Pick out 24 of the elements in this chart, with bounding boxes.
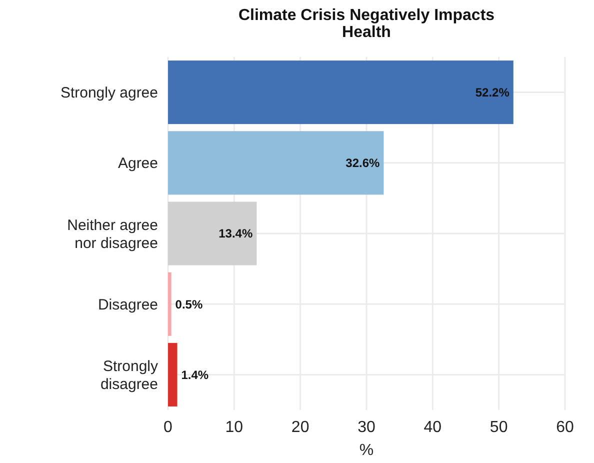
- data-label: 13.4%: [218, 226, 253, 241]
- bar: [168, 131, 384, 195]
- bar: [168, 272, 172, 336]
- y-tick-label: Agree: [118, 155, 158, 172]
- data-label: 1.4%: [181, 368, 209, 382]
- data-label: 0.5%: [175, 297, 203, 312]
- x-tick-label: 10: [225, 419, 244, 436]
- x-tick-label: 0: [164, 419, 173, 436]
- data-label: 52.2%: [475, 86, 510, 100]
- chart-title: Climate Crisis Negatively Impacts Health: [238, 7, 495, 41]
- x-axis-title: %: [359, 442, 374, 459]
- y-tick-label: Disagree: [98, 296, 158, 314]
- bar: [168, 60, 514, 124]
- y-tick-label: Neither agree nor disagree: [67, 216, 158, 252]
- bar: [168, 202, 257, 266]
- x-tick-label: 50: [490, 419, 508, 436]
- y-tick-label: Strongly disagree: [100, 358, 158, 393]
- bar: [168, 342, 178, 406]
- y-tick-label: Strongly agree: [60, 84, 158, 102]
- x-tick-label: 40: [424, 419, 442, 436]
- data-label: 32.6%: [346, 156, 380, 170]
- x-tick-label: 20: [291, 419, 310, 436]
- x-tick-label: 60: [556, 419, 574, 436]
- x-tick-label: 30: [358, 419, 376, 436]
